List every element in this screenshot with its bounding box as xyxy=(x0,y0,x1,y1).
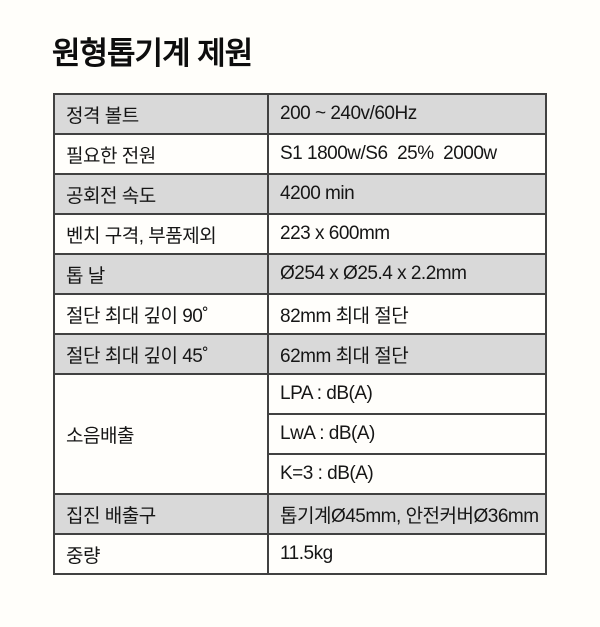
row-label: 중량 xyxy=(53,533,269,575)
row-value: 200 ~ 240v/60Hz xyxy=(267,93,547,135)
row-label: 벤치 구격, 부품제외 xyxy=(53,213,269,255)
row-label: 절단 최대 깊이 45˚ xyxy=(53,333,269,375)
row-value: 62mm 최대 절단 xyxy=(267,333,547,375)
table-row: 필요한 전원 S1 1800w/S6 25% 2000w xyxy=(53,133,547,175)
table-row: 집진 배출구 톱기계Ø45mm, 안전커버Ø36mm xyxy=(53,493,547,535)
table-row: 벤치 구격, 부품제외 223 x 600mm xyxy=(53,213,547,255)
table-row-noise: LwA : dB(A) xyxy=(54,413,547,455)
row-label: 공회전 속도 xyxy=(53,173,269,215)
row-value-lpa: LPA : dB(A) xyxy=(267,373,547,415)
row-label: 정격 볼트 xyxy=(53,93,269,135)
row-value: 11.5kg xyxy=(267,533,547,575)
row-value: 톱기계Ø45mm, 안전커버Ø36mm xyxy=(267,493,547,535)
row-value: 223 x 600mm xyxy=(267,213,547,255)
row-value: Ø254 x Ø25.4 x 2.2mm xyxy=(267,253,547,295)
table-row: 정격 볼트 200 ~ 240v/60Hz xyxy=(53,93,547,135)
row-value-lwa: LwA : dB(A) xyxy=(267,413,547,455)
row-value-k3: K=3 : dB(A) xyxy=(267,453,547,495)
row-label: 집진 배출구 xyxy=(53,493,269,535)
table-row-noise: K=3 : dB(A) xyxy=(54,453,547,495)
spec-table: 정격 볼트 200 ~ 240v/60Hz 필요한 전원 S1 1800w/S6… xyxy=(53,93,547,575)
table-row: 톱 날 Ø254 x Ø25.4 x 2.2mm xyxy=(53,253,547,295)
row-value: 82mm 최대 절단 xyxy=(267,293,547,335)
table-row: 공회전 속도 4200 min xyxy=(53,173,547,215)
page-title: 원형톱기계 제원 xyxy=(52,36,253,71)
table-row: 절단 최대 깊이 90˚ 82mm 최대 절단 xyxy=(53,293,547,335)
table-row-noise: 소음배출 LPA : dB(A) xyxy=(53,373,547,495)
table-row: 절단 최대 깊이 45˚ 62mm 최대 절단 xyxy=(53,333,547,375)
table-row: 중량 11.5kg xyxy=(53,533,547,575)
row-label: 톱 날 xyxy=(53,253,269,295)
row-value: S1 1800w/S6 25% 2000w xyxy=(267,133,547,175)
row-label: 절단 최대 깊이 90˚ xyxy=(53,293,269,335)
row-label: 필요한 전원 xyxy=(53,133,269,175)
row-label: 소음배출 xyxy=(53,373,269,495)
row-value: 4200 min xyxy=(267,173,547,215)
